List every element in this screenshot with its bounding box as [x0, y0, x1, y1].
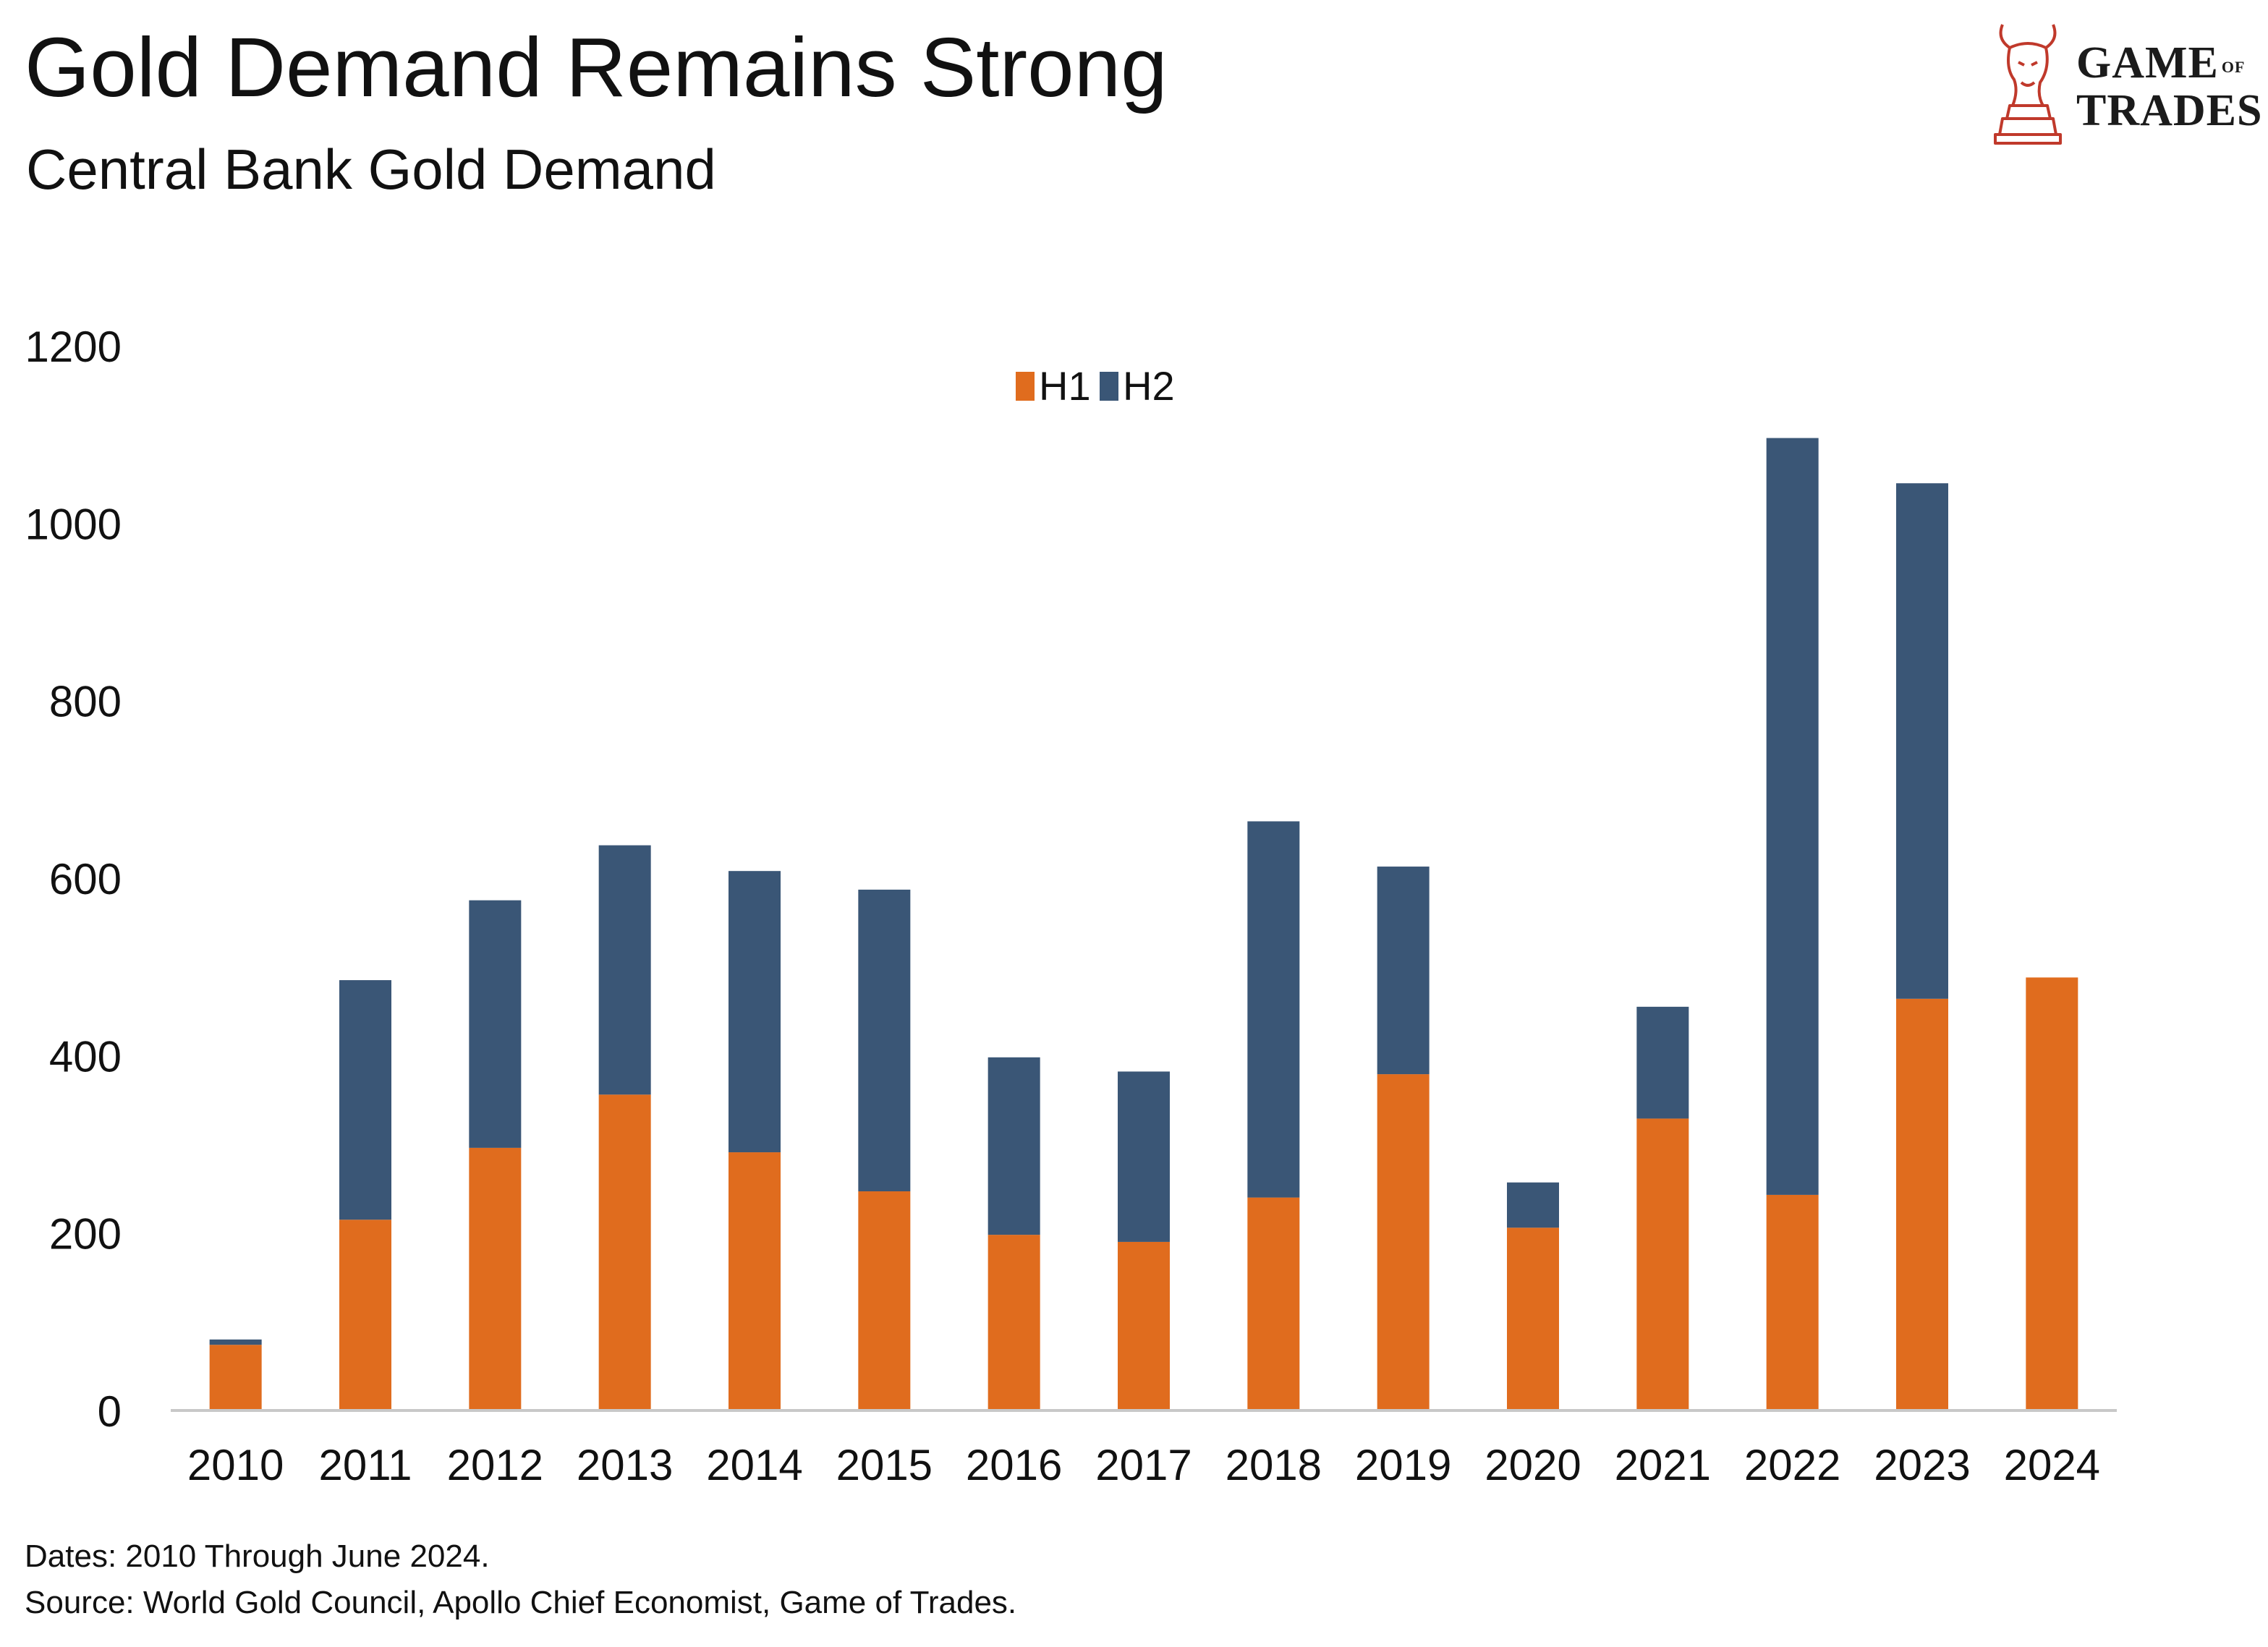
bar-h2-2016: [988, 1057, 1040, 1235]
bar-h1-2021: [1636, 1118, 1689, 1410]
bar-h1-2023: [1896, 998, 1948, 1410]
bar-h2-2017: [1118, 1071, 1170, 1242]
bar-h2-2023: [1896, 483, 1948, 999]
chart-subtitle: Central Bank Gold Demand: [26, 137, 716, 201]
bar-h1-2012: [469, 1147, 522, 1410]
x-tick-label-2013: 2013: [577, 1441, 673, 1489]
x-tick-label-2017: 2017: [1095, 1441, 1192, 1489]
bar-h1-2010: [209, 1345, 262, 1410]
bar-h1-2016: [988, 1235, 1040, 1410]
bar-h1-2022: [1766, 1194, 1819, 1410]
bar-h1-2024: [2026, 977, 2078, 1410]
bar-h1-2018: [1247, 1197, 1300, 1410]
logo-word-game: GAME: [2076, 38, 2219, 88]
x-tick-label-2018: 2018: [1226, 1441, 1322, 1489]
bar-h2-2022: [1766, 438, 1819, 1195]
bar-h2-2014: [729, 871, 781, 1153]
bar-h2-2018: [1247, 821, 1300, 1198]
bar-h1-2020: [1507, 1227, 1559, 1410]
x-tick-label-2020: 2020: [1485, 1441, 1581, 1489]
y-tick-label: 600: [49, 855, 122, 903]
bar-h1-2014: [729, 1152, 781, 1410]
x-tick-label-2019: 2019: [1355, 1441, 1451, 1489]
bar-h2-2012: [469, 900, 522, 1148]
bar-h1-2011: [339, 1220, 391, 1410]
stacked-bar-chart: 0 200 400 600 800 1000 1200 2010 2011 2012 2013 201…: [25, 323, 2117, 1489]
bar-h2-2013: [598, 845, 651, 1095]
bar-h2-2021: [1636, 1006, 1689, 1119]
y-tick-label: 800: [49, 678, 122, 726]
logo-word-of: OF: [2221, 57, 2246, 76]
legend-swatch-h2: [1100, 372, 1118, 401]
x-tick-label-2010: 2010: [187, 1441, 284, 1489]
legend-label-h1: H1: [1039, 363, 1091, 409]
bull-chess-knight-icon: [1994, 24, 2062, 145]
dates-note: Dates: 2010 Through June 2024.: [25, 1539, 490, 1574]
x-tick-label-2015: 2015: [836, 1441, 933, 1489]
x-tick-label-2021: 2021: [1615, 1441, 1711, 1489]
y-tick-label: 0: [98, 1387, 122, 1436]
x-tick-label-2011: 2011: [318, 1441, 412, 1489]
y-tick-label: 400: [49, 1032, 122, 1081]
chart-title: Gold Demand Remains Strong: [25, 20, 1168, 114]
legend-label-h2: H2: [1123, 363, 1175, 409]
x-tick-label-2014: 2014: [706, 1441, 802, 1489]
x-tick-label-2024: 2024: [2004, 1441, 2100, 1489]
bar-h2-2011: [339, 980, 391, 1220]
y-tick-label: 1000: [25, 500, 122, 548]
x-tick-label-2022: 2022: [1744, 1441, 1840, 1489]
bar-h2-2010: [209, 1339, 262, 1345]
source-note: Source: World Gold Council, Apollo Chief…: [25, 1585, 1017, 1620]
x-tick-label-2012: 2012: [447, 1441, 543, 1489]
bar-h1-2015: [858, 1191, 911, 1410]
bar-h1-2019: [1377, 1074, 1430, 1410]
bar-h2-2019: [1377, 867, 1430, 1075]
bar-h1-2017: [1118, 1241, 1170, 1410]
bar-h2-2020: [1507, 1182, 1559, 1228]
bar-h1-2013: [598, 1094, 651, 1410]
bar-h2-2015: [858, 889, 911, 1192]
legend-swatch-h1: [1016, 372, 1035, 401]
logo-word-trades: TRADES: [2076, 86, 2263, 135]
y-tick-label: 200: [49, 1210, 122, 1259]
x-tick-label-2016: 2016: [966, 1441, 1062, 1489]
x-tick-label-2023: 2023: [1874, 1441, 1970, 1489]
y-tick-label: 1200: [25, 323, 122, 371]
game-of-trades-logo: GAME OF TRADES: [1981, 10, 2262, 155]
